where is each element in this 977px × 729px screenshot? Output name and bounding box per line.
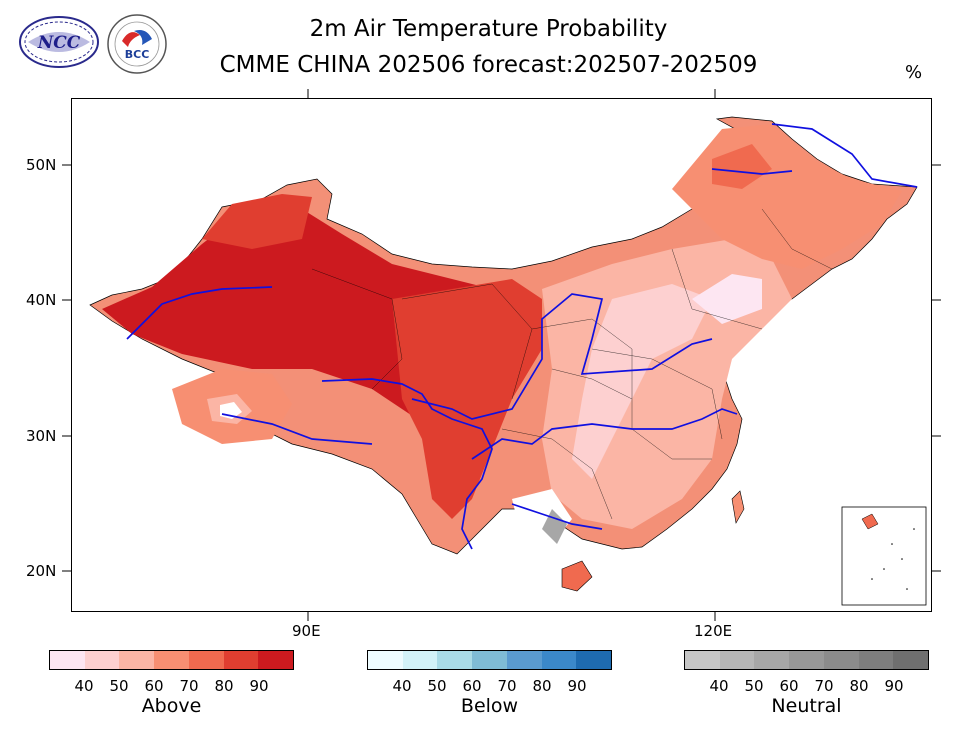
units-label: % xyxy=(905,62,923,83)
legend-neutral-swatch-5 xyxy=(823,651,859,669)
legend-neutral-swatch-4 xyxy=(789,651,824,669)
map-frame xyxy=(71,98,932,612)
province-borders xyxy=(311,208,833,520)
region-neutral xyxy=(542,509,567,544)
ncc-logo-text: NCC xyxy=(37,33,81,53)
bcc-logo-text: BCC xyxy=(125,48,150,61)
legend-above-level: 80 xyxy=(214,677,234,695)
legend-neutral-swatch-7 xyxy=(893,651,929,669)
legend-above-level: 60 xyxy=(144,677,164,695)
legend-above-level: 50 xyxy=(109,677,129,695)
legend-neutral-swatch-6 xyxy=(858,651,894,669)
region-above-40-east xyxy=(572,284,712,479)
legend-above-level: 40 xyxy=(74,677,94,695)
legend-above-colorbar xyxy=(49,650,294,670)
legend-below-level: 60 xyxy=(462,677,482,695)
legend-above-swatch-7 xyxy=(258,651,294,669)
legend-above-level: 70 xyxy=(179,677,199,695)
map-title: 2m Air Temperature Probability xyxy=(309,16,668,42)
legend-neutral-swatch-1 xyxy=(685,651,720,669)
china-map xyxy=(89,116,927,606)
legend-neutral-title: Neutral xyxy=(771,695,842,717)
legend-above-swatch-4 xyxy=(154,651,189,669)
legend-below-swatch-4 xyxy=(472,651,507,669)
region-above-80-northeast xyxy=(712,144,772,189)
legend-below-level: 80 xyxy=(532,677,552,695)
taiwan-island xyxy=(731,490,745,524)
legend-below-swatch-6 xyxy=(541,651,577,669)
legend-neutral-swatch-3 xyxy=(754,651,790,669)
legend-above-title: Above xyxy=(141,695,202,717)
legend-neutral-level: 70 xyxy=(814,677,834,695)
legend-below-swatch-2 xyxy=(402,651,438,669)
map-subtitle: CMME CHINA 202506 forecast:202507-202509 xyxy=(219,52,758,78)
legend-above-swatch-3 xyxy=(119,651,155,669)
legend-neutral-level: 50 xyxy=(744,677,764,695)
legend-below-swatch-1 xyxy=(368,651,403,669)
rivers xyxy=(126,123,918,550)
legend-above-swatch-1 xyxy=(50,651,85,669)
hainan-island xyxy=(561,560,593,592)
legend-above-swatch-5 xyxy=(188,651,224,669)
legend-below-swatch-5 xyxy=(506,651,542,669)
legend-below-swatch-3 xyxy=(437,651,473,669)
legend-below-swatch-7 xyxy=(576,651,612,669)
legend-neutral-level: 60 xyxy=(779,677,799,695)
legend-below-level: 50 xyxy=(427,677,447,695)
legend-above-level: 90 xyxy=(249,677,269,695)
lat-label-20n: 20N xyxy=(26,562,57,580)
region-above-80-north xyxy=(202,194,312,249)
legend-below-colorbar xyxy=(367,650,612,670)
legend-neutral-level: 90 xyxy=(884,677,904,695)
lat-label-40n: 40N xyxy=(26,291,57,309)
legend-below-level: 40 xyxy=(392,677,412,695)
legend-above-swatch-6 xyxy=(223,651,259,669)
region-above-80-central xyxy=(392,279,542,519)
bcc-logo: BCC xyxy=(106,13,168,75)
legend-below-level: 70 xyxy=(497,677,517,695)
region-low-prob-north xyxy=(692,274,762,324)
lat-label-30n: 30N xyxy=(26,427,57,445)
south-china-sea-inset xyxy=(841,506,927,606)
legend-below-level: 90 xyxy=(567,677,587,695)
legend-neutral-swatch-2 xyxy=(719,651,755,669)
lon-label-120e: 120E xyxy=(694,622,733,640)
legend-below-title: Below xyxy=(460,695,519,717)
legend-neutral-colorbar xyxy=(684,650,929,670)
legend-above-swatch-2 xyxy=(84,651,120,669)
ncc-logo: NCC xyxy=(18,14,100,70)
legend-neutral-level: 40 xyxy=(709,677,729,695)
legend-neutral-level: 80 xyxy=(849,677,869,695)
lon-label-90e: 90E xyxy=(292,622,321,640)
lat-label-50n: 50N xyxy=(26,156,57,174)
